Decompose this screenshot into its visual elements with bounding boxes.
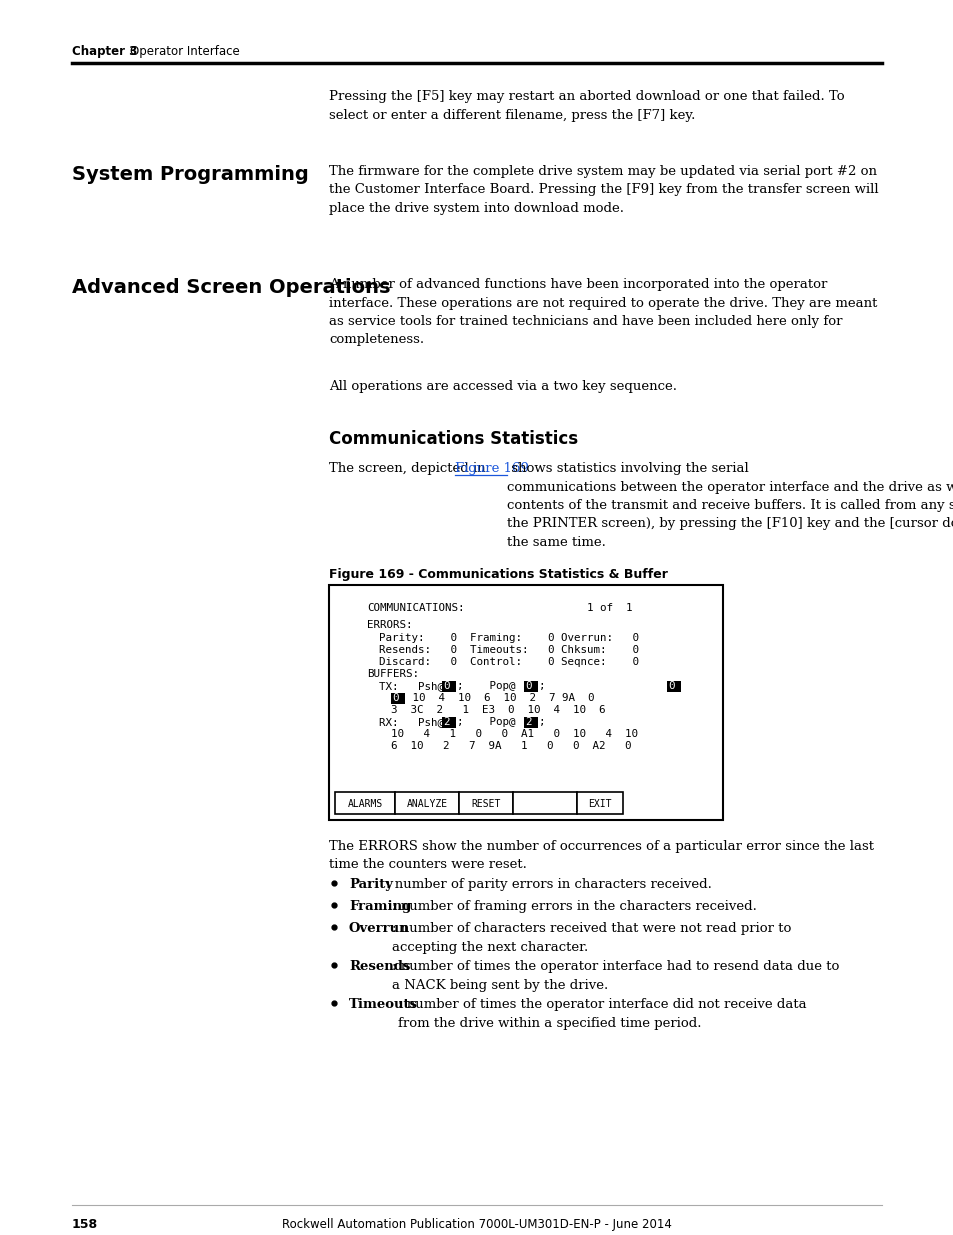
Text: Discard:   0  Control:    0 Seqnce:    0: Discard: 0 Control: 0 Seqnce: 0	[378, 657, 639, 667]
Text: : number of characters received that were not read prior to
accepting the next c: : number of characters received that wer…	[392, 923, 791, 953]
Text: RESET: RESET	[471, 799, 500, 809]
Text: ERRORS:: ERRORS:	[367, 620, 412, 630]
Text: System Programming: System Programming	[71, 165, 309, 184]
Text: The firmware for the complete drive system may be updated via serial port #2 on
: The firmware for the complete drive syst…	[329, 165, 878, 215]
Text: ALARMS: ALARMS	[347, 799, 382, 809]
Bar	[391, 693, 405, 704]
Text: Overrun: Overrun	[349, 923, 409, 935]
Bar	[441, 680, 456, 692]
Text: : number of times the operator interface did not receive data
from the drive wit: : number of times the operator interface…	[397, 998, 806, 1030]
Bar	[666, 680, 680, 692]
Text: Advanced Screen Operations: Advanced Screen Operations	[71, 278, 390, 296]
Text: Resends:   0  Timeouts:   0 Chksum:    0: Resends: 0 Timeouts: 0 Chksum: 0	[378, 645, 639, 655]
Text: ;    Pop@: ; Pop@	[456, 718, 515, 727]
Text: Figure 169: Figure 169	[455, 462, 529, 475]
Bar	[523, 718, 537, 727]
Text: 2: 2	[442, 718, 449, 727]
Bar	[577, 792, 622, 814]
Text: BUFFERS:: BUFFERS:	[367, 669, 418, 679]
Text: A number of advanced functions have been incorporated into the operator
interfac: A number of advanced functions have been…	[329, 278, 877, 347]
Bar	[329, 585, 722, 820]
Bar	[441, 718, 456, 727]
Text: EXIT: EXIT	[588, 799, 611, 809]
Text: 158: 158	[71, 1218, 98, 1231]
Text: : number of parity errors in characters received.: : number of parity errors in characters …	[386, 878, 711, 890]
Text: Figure 169 - Communications Statistics & Buffer: Figure 169 - Communications Statistics &…	[329, 568, 667, 580]
Text: 10   4   1   0   0  A1   0  10   4  10: 10 4 1 0 0 A1 0 10 4 10	[391, 729, 638, 739]
Bar	[335, 792, 395, 814]
Bar	[513, 792, 577, 814]
Text: ;: ;	[538, 718, 545, 727]
Text: 0: 0	[667, 680, 674, 692]
Bar	[458, 792, 513, 814]
Text: All operations are accessed via a two key sequence.: All operations are accessed via a two ke…	[329, 380, 677, 393]
Text: Operator Interface: Operator Interface	[130, 44, 239, 58]
Text: Timeouts: Timeouts	[349, 998, 417, 1011]
Text: Framing: Framing	[349, 900, 411, 913]
Text: 6  10   2   7  9A   1   0   0  A2   0: 6 10 2 7 9A 1 0 0 A2 0	[391, 741, 631, 751]
Text: Parity: Parity	[349, 878, 393, 890]
Text: 0: 0	[442, 680, 449, 692]
Text: : number of times the operator interface had to resend data due to
a NACK being : : number of times the operator interface…	[392, 960, 839, 992]
Text: shows statistics involving the serial
communications between the operator interf: shows statistics involving the serial co…	[507, 462, 953, 550]
Text: TX:   Psh@: TX: Psh@	[378, 680, 443, 692]
Text: 3  3C  2   1  E3  0  10  4  10  6: 3 3C 2 1 E3 0 10 4 10 6	[391, 705, 605, 715]
Text: 10  4  10  6  10  2  7 9A  0: 10 4 10 6 10 2 7 9A 0	[406, 693, 594, 703]
Text: RX:   Psh@: RX: Psh@	[378, 718, 443, 727]
Text: Rockwell Automation Publication 7000L-UM301D-EN-P - June 2014: Rockwell Automation Publication 7000L-UM…	[282, 1218, 671, 1231]
Text: Communications Statistics: Communications Statistics	[329, 430, 578, 448]
Text: 0: 0	[392, 693, 398, 703]
Text: Resends: Resends	[349, 960, 410, 973]
Text: ;    Pop@: ; Pop@	[456, 680, 515, 692]
Text: The screen, depicted in: The screen, depicted in	[329, 462, 489, 475]
Text: The ERRORS show the number of occurrences of a particular error since the last
t: The ERRORS show the number of occurrence…	[329, 840, 873, 872]
Text: : number of framing errors in the characters received.: : number of framing errors in the charac…	[392, 900, 756, 913]
Bar	[395, 792, 458, 814]
Text: ANALYZE: ANALYZE	[406, 799, 447, 809]
Text: Parity:    0  Framing:    0 Overrun:   0: Parity: 0 Framing: 0 Overrun: 0	[378, 634, 639, 643]
Text: 2: 2	[524, 718, 531, 727]
Text: 0: 0	[524, 680, 531, 692]
Text: 1 of  1: 1 of 1	[586, 603, 632, 613]
Text: Chapter 3: Chapter 3	[71, 44, 137, 58]
Text: ;: ;	[538, 680, 545, 692]
Text: Pressing the [F5] key may restart an aborted download or one that failed. To
sel: Pressing the [F5] key may restart an abo…	[329, 90, 843, 121]
Text: COMMUNICATIONS:: COMMUNICATIONS:	[367, 603, 464, 613]
Bar	[523, 680, 537, 692]
